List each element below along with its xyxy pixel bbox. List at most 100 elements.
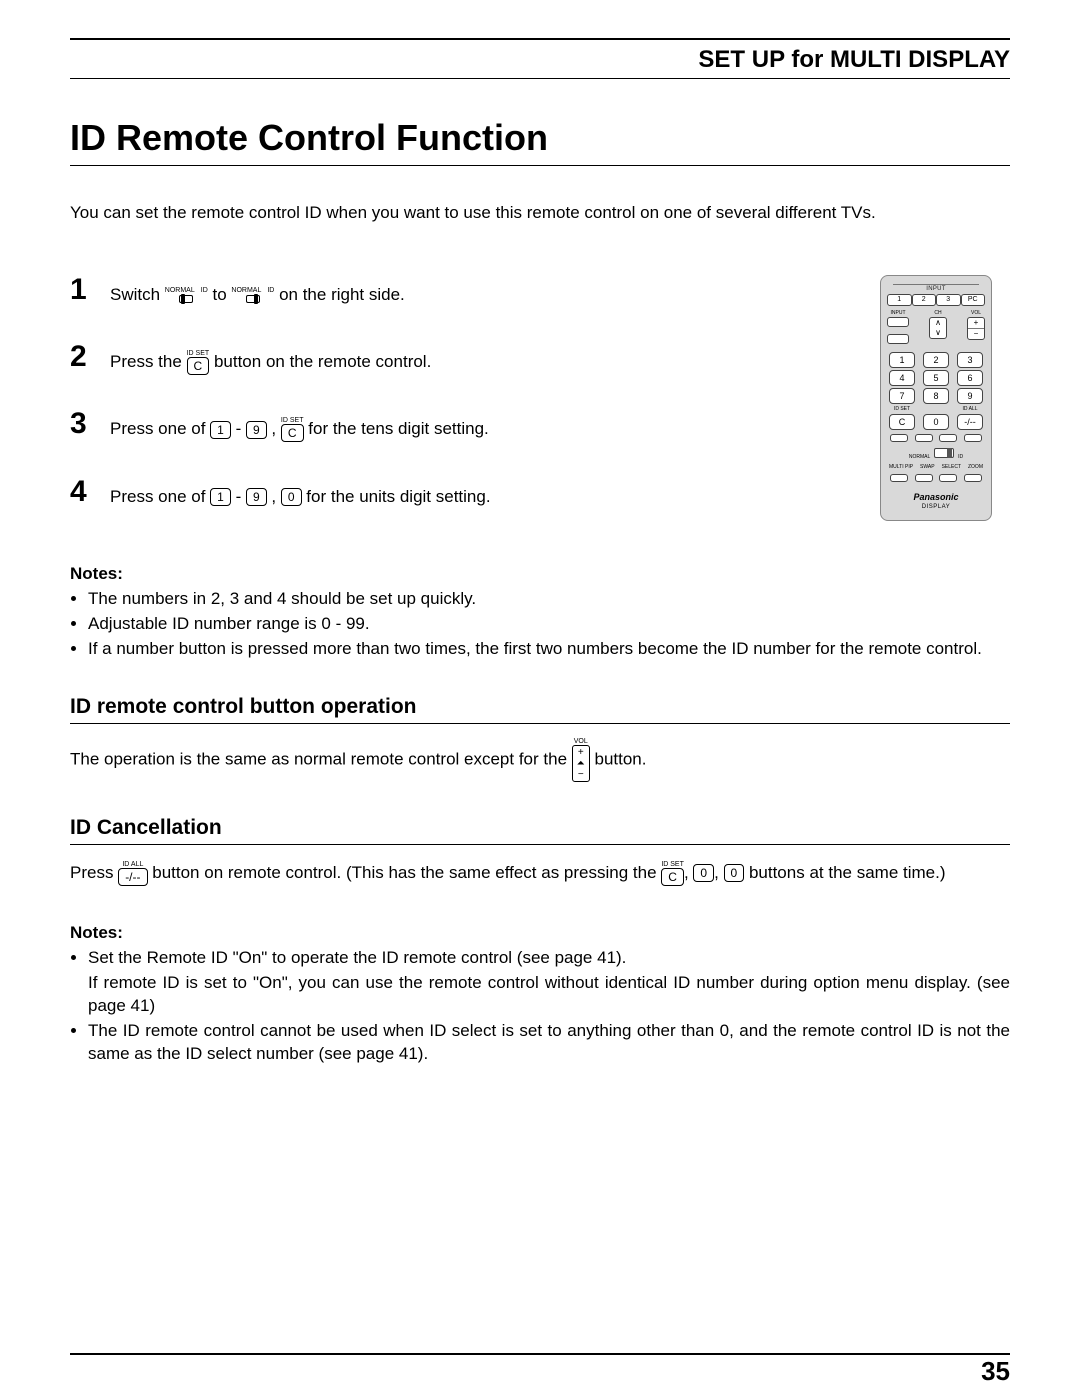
remote-key: 3 xyxy=(957,352,983,368)
remote-ch-rocker: ∧∨ xyxy=(929,317,947,339)
c-button-icon: C xyxy=(281,424,304,442)
step-body: Press one of 1 - 9 , 0 for the units dig… xyxy=(110,477,491,510)
remote-key-c: C xyxy=(889,414,915,430)
c-button-icon: C xyxy=(187,357,210,375)
remote-key: 1 xyxy=(889,352,915,368)
remote-btn: 3 xyxy=(936,294,961,306)
step-body: Press one of 1 - 9 , ID SET C for the te… xyxy=(110,409,489,442)
text: - xyxy=(236,419,246,438)
idall-label: ID ALL xyxy=(957,406,983,412)
label: MULTI PIP xyxy=(889,464,913,470)
c-button-icon: C xyxy=(661,868,684,886)
text: for the units digit setting. xyxy=(306,487,490,506)
remote-btn: 2 xyxy=(912,294,937,306)
notes-list: The numbers in 2, 3 and 4 should be set … xyxy=(70,588,1010,661)
switch-normal-icon: NORMAL ID xyxy=(165,287,208,303)
remote-btn xyxy=(887,334,909,344)
page-number: 35 xyxy=(981,1356,1010,1387)
label: NORMAL xyxy=(165,287,195,295)
remote-key: 9 xyxy=(957,388,983,404)
idall-button-icon: -/-- xyxy=(118,868,147,886)
remote-brand: Panasonic xyxy=(887,492,985,502)
remote-vol-rocker: +− xyxy=(967,317,985,340)
step-number: 4 xyxy=(70,477,110,507)
text: for the tens digit setting. xyxy=(308,419,489,438)
text: Press one of xyxy=(110,419,210,438)
text: Switch xyxy=(110,285,165,304)
text: , xyxy=(714,863,723,882)
steps-area: 1 Switch NORMAL ID to NORMAL ID on the rig… xyxy=(70,275,1010,544)
step-body: Switch NORMAL ID to NORMAL ID on the right… xyxy=(110,275,405,308)
normal-label: NORMAL xyxy=(909,454,930,460)
note-item: The numbers in 2, 3 and 4 should be set … xyxy=(88,588,1010,611)
note-item: The ID remote control cannot be used whe… xyxy=(88,1020,1010,1066)
digit-9-icon: 9 xyxy=(246,488,267,506)
label: SELECT xyxy=(942,464,961,470)
vol-label: VOL xyxy=(574,738,588,745)
text: on the right side. xyxy=(279,285,405,304)
notes-title: Notes: xyxy=(70,564,1010,584)
input-btn-label: INPUT xyxy=(891,310,906,316)
text: Press xyxy=(70,863,118,882)
step-number: 1 xyxy=(70,275,110,305)
remote-btn: PC xyxy=(961,294,986,306)
remote-btn: 1 xyxy=(887,294,912,306)
step-2: 2 Press the ID SET C button on the remot… xyxy=(70,342,860,375)
intro-text: You can set the remote control ID when y… xyxy=(70,202,1010,225)
cancellation-body: Press ID ALL -/-- button on remote contr… xyxy=(70,859,1010,888)
label: ID xyxy=(267,287,274,295)
digit-9-icon: 9 xyxy=(246,421,267,439)
text: , xyxy=(271,487,280,506)
remote-id-switch xyxy=(934,448,954,458)
text: to xyxy=(212,285,231,304)
remote-key: 2 xyxy=(923,352,949,368)
idset-top-label: ID SET xyxy=(661,861,684,868)
remote-input-btn xyxy=(887,317,909,327)
digit-1-icon: 1 xyxy=(210,421,231,439)
ch-label: CH xyxy=(934,310,941,316)
idset-label: ID SET xyxy=(889,406,915,412)
text: The ID remote control cannot be used whe… xyxy=(88,1021,1010,1063)
step-4: 4 Press one of 1 - 9 , 0 for the units d… xyxy=(70,477,860,510)
button-top-label: ID SET xyxy=(281,417,304,424)
step-number: 2 xyxy=(70,342,110,372)
section-header: SET UP for MULTI DISPLAY xyxy=(70,40,1010,79)
steps-column: 1 Switch NORMAL ID to NORMAL ID on the rig… xyxy=(70,275,880,544)
cancellation-heading: ID Cancellation xyxy=(70,816,1010,845)
remote-column: INPUT 1 2 3 PC INPUT CH ∧∨ xyxy=(880,275,1010,544)
text: , xyxy=(271,419,280,438)
operation-heading: ID remote control button operation xyxy=(70,695,1010,724)
text: button on remote control. (This has the … xyxy=(152,863,661,882)
idall-top-label: ID ALL xyxy=(122,861,143,868)
text: Press one of xyxy=(110,487,210,506)
text: Press the xyxy=(110,352,187,371)
text: - xyxy=(236,487,246,506)
remote-key-idall: -/-- xyxy=(957,414,983,430)
label: SWAP xyxy=(920,464,935,470)
remote-key: 5 xyxy=(923,370,949,386)
id-label: ID xyxy=(958,454,963,460)
remote-keypad: 123 456 789 ID SET ID ALL C0-/-- xyxy=(887,352,985,430)
remote-key: 6 xyxy=(957,370,983,386)
text: button. xyxy=(594,749,646,768)
text: The operation is the same as normal remo… xyxy=(70,749,572,768)
remote-key: 4 xyxy=(889,370,915,386)
zero-button-icon: 0 xyxy=(693,864,714,882)
remote-key: 7 xyxy=(889,388,915,404)
text: If remote ID is set to "On", you can use… xyxy=(88,972,1010,1018)
label: ID xyxy=(201,287,208,295)
zero-button-icon: 0 xyxy=(724,864,745,882)
page-title: ID Remote Control Function xyxy=(70,117,1010,166)
note-item: If a number button is pressed more than … xyxy=(88,638,1010,661)
remote-bottom-row xyxy=(887,474,985,482)
step-1: 1 Switch NORMAL ID to NORMAL ID on the rig… xyxy=(70,275,860,308)
step-number: 3 xyxy=(70,409,110,439)
label: ZOOM xyxy=(968,464,983,470)
vol-label: VOL xyxy=(971,310,981,316)
remote-brand-sub: DISPLAY xyxy=(887,504,985,510)
remote-key: 8 xyxy=(923,388,949,404)
step-body: Press the ID SET C button on the remote … xyxy=(110,342,431,375)
notes-title: Notes: xyxy=(70,923,1010,943)
note-item: Adjustable ID number range is 0 - 99. xyxy=(88,613,1010,636)
text: , xyxy=(684,863,693,882)
